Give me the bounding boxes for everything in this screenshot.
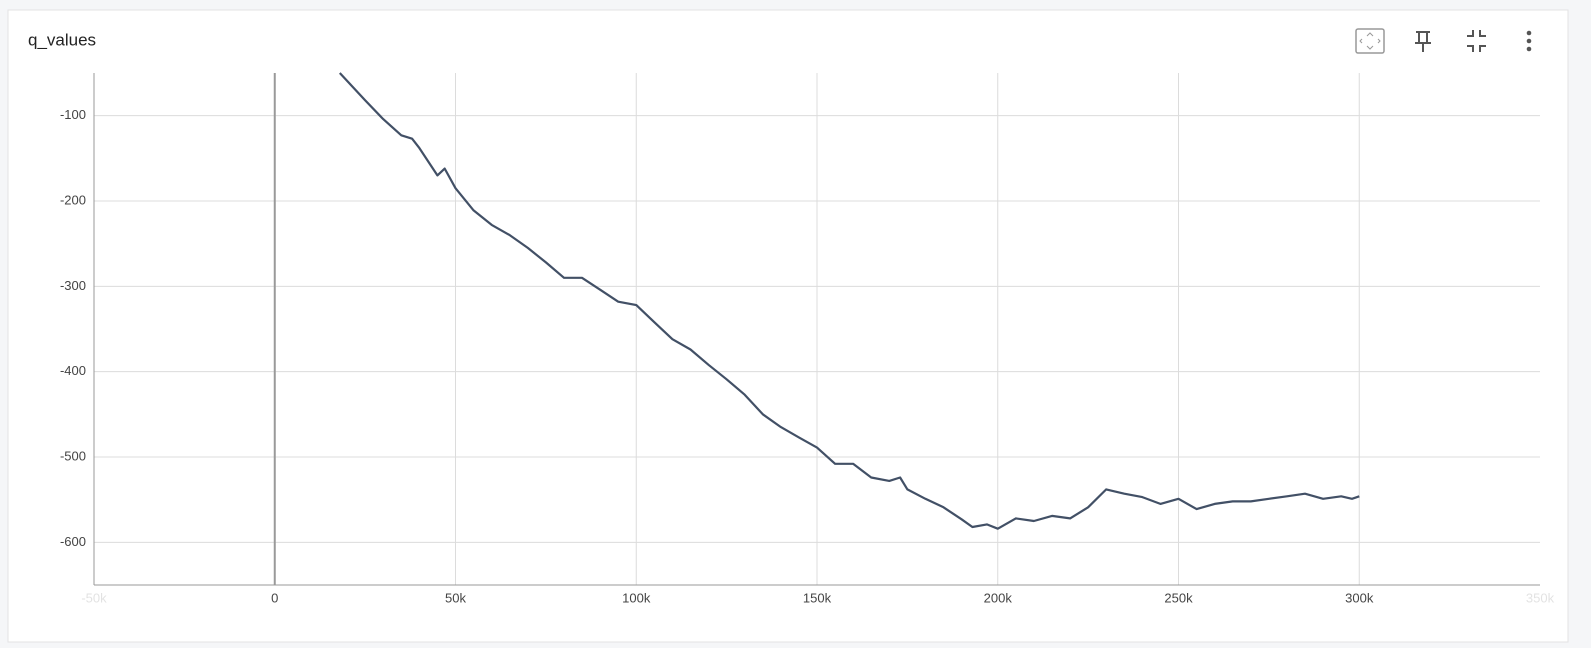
x-tick-label: 150k [803, 590, 832, 605]
chart-title: q_values [28, 30, 96, 49]
x-tick-label: 50k [445, 590, 466, 605]
data-line [338, 72, 1360, 530]
collapse-button[interactable] [1467, 30, 1486, 52]
x-tick-label: -50k [81, 590, 107, 605]
y-tick-label: -300 [60, 278, 86, 293]
y-tick-label: -200 [60, 192, 86, 207]
plot-area: -100 -200 -300 -400 -500 -600 -50k 0 50k 100k 150k… [60, 72, 1555, 605]
y-tick-label: -600 [60, 534, 86, 549]
pin-button[interactable] [1415, 31, 1431, 52]
x-tick-label: 300k [1345, 590, 1374, 605]
y-tick-label: -400 [60, 363, 86, 378]
y-tick-label: -500 [60, 448, 86, 463]
x-tick-label: 350k [1526, 590, 1555, 605]
x-tick-label: 100k [622, 590, 651, 605]
card [7, 9, 1569, 643]
y-tick-label: -100 [60, 107, 86, 122]
x-tick-label: 200k [984, 590, 1013, 605]
more-button[interactable] [1526, 30, 1532, 52]
x-tick-label: 0 [271, 590, 278, 605]
x-tick-label: 250k [1164, 590, 1193, 605]
fit-domain-button[interactable] [1355, 28, 1385, 54]
